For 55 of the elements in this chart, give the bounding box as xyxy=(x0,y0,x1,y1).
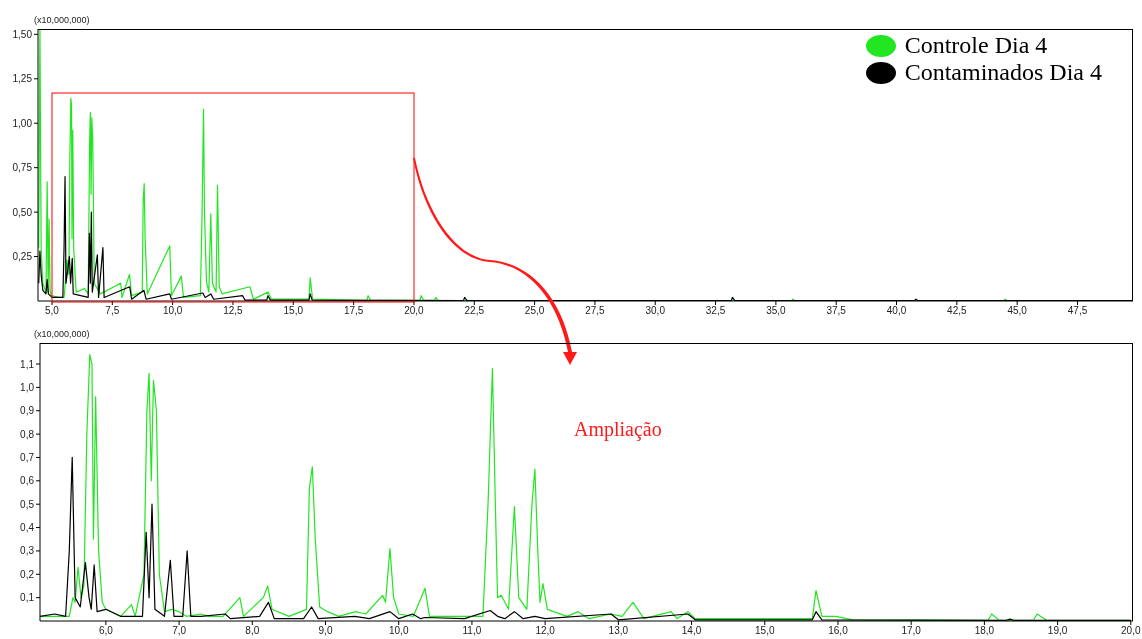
x-tick-label: 18,0 xyxy=(974,625,995,637)
x-tick-label: 17,0 xyxy=(901,625,922,637)
y-tick-label: 0,1 xyxy=(20,592,35,604)
x-tick-label: 12,5 xyxy=(223,305,244,317)
legend-label: Controle Dia 4 xyxy=(904,32,1048,59)
x-tick-label: 30,0 xyxy=(645,305,666,317)
x-tick-label: 9,0 xyxy=(318,625,333,637)
y-tick-label: 1,0 xyxy=(20,381,35,393)
x-tick-label: 10,0 xyxy=(162,305,183,317)
y-tick-label: 0,2 xyxy=(20,568,35,580)
x-tick-label: 13,0 xyxy=(608,625,629,637)
y-tick-label: 1,50 xyxy=(12,28,33,40)
y-tick-label: 1,25 xyxy=(12,73,33,85)
x-tick-label: 32,5 xyxy=(705,305,726,317)
x-tick-label: 8,0 xyxy=(245,625,260,637)
y-tick-label: 1,00 xyxy=(12,117,33,129)
x-tick-label: 45,0 xyxy=(1007,305,1028,317)
x-tick-label: 40,0 xyxy=(886,305,907,317)
x-tick-label: 17,5 xyxy=(343,305,364,317)
x-tick-label: 16,0 xyxy=(828,625,849,637)
y-tick-label: 0,25 xyxy=(12,251,33,263)
y-tick-label: 0,5 xyxy=(20,498,35,510)
x-tick-label: 19,0 xyxy=(1047,625,1068,637)
y-axis-title: (x10,000,000) xyxy=(34,329,90,339)
y-axis-title: (x10,000,000) xyxy=(34,15,90,25)
y-tick-label: 0,3 xyxy=(20,545,35,557)
x-tick-label: 25,0 xyxy=(524,305,545,317)
y-tick-label: 0,75 xyxy=(12,162,33,174)
x-tick-label: 15,0 xyxy=(283,305,304,317)
x-tick-label: 47,5 xyxy=(1067,305,1088,317)
x-tick-label: 5,0 xyxy=(45,305,60,317)
x-tick-label: 6,0 xyxy=(98,625,114,637)
x-tick-label: 11,0 xyxy=(462,625,482,637)
x-tick-label: 35,0 xyxy=(766,305,787,317)
x-tick-label: 15,0 xyxy=(755,625,775,637)
y-tick-label: 1,1 xyxy=(20,358,35,370)
x-tick-label: 7,5 xyxy=(105,305,120,317)
x-tick-label: 7,0 xyxy=(172,625,187,637)
x-tick-label: 10,0 xyxy=(388,625,409,637)
x-tick-label: 14,0 xyxy=(681,625,702,637)
x-tick-label: 20,0 xyxy=(404,305,425,317)
y-tick-label: 0,8 xyxy=(20,428,35,440)
x-tick-label: 37,5 xyxy=(826,305,847,317)
y-tick-label: 0,9 xyxy=(20,405,35,417)
y-tick-label: 0,4 xyxy=(20,522,35,534)
annotation: Ampliação xyxy=(574,418,662,441)
legend-label: Contaminados Dia 4 xyxy=(904,59,1102,86)
y-tick-label: 0,6 xyxy=(20,475,35,487)
x-tick-label: 12,0 xyxy=(535,625,556,637)
x-tick-label: 27,5 xyxy=(585,305,606,317)
y-tick-label: 0,7 xyxy=(20,452,35,464)
x-tick-label: 22,5 xyxy=(464,305,485,317)
y-tick-label: 0,50 xyxy=(12,206,33,218)
x-tick-label: 20,0 xyxy=(1121,625,1141,637)
x-tick-label: 42,5 xyxy=(947,305,968,317)
